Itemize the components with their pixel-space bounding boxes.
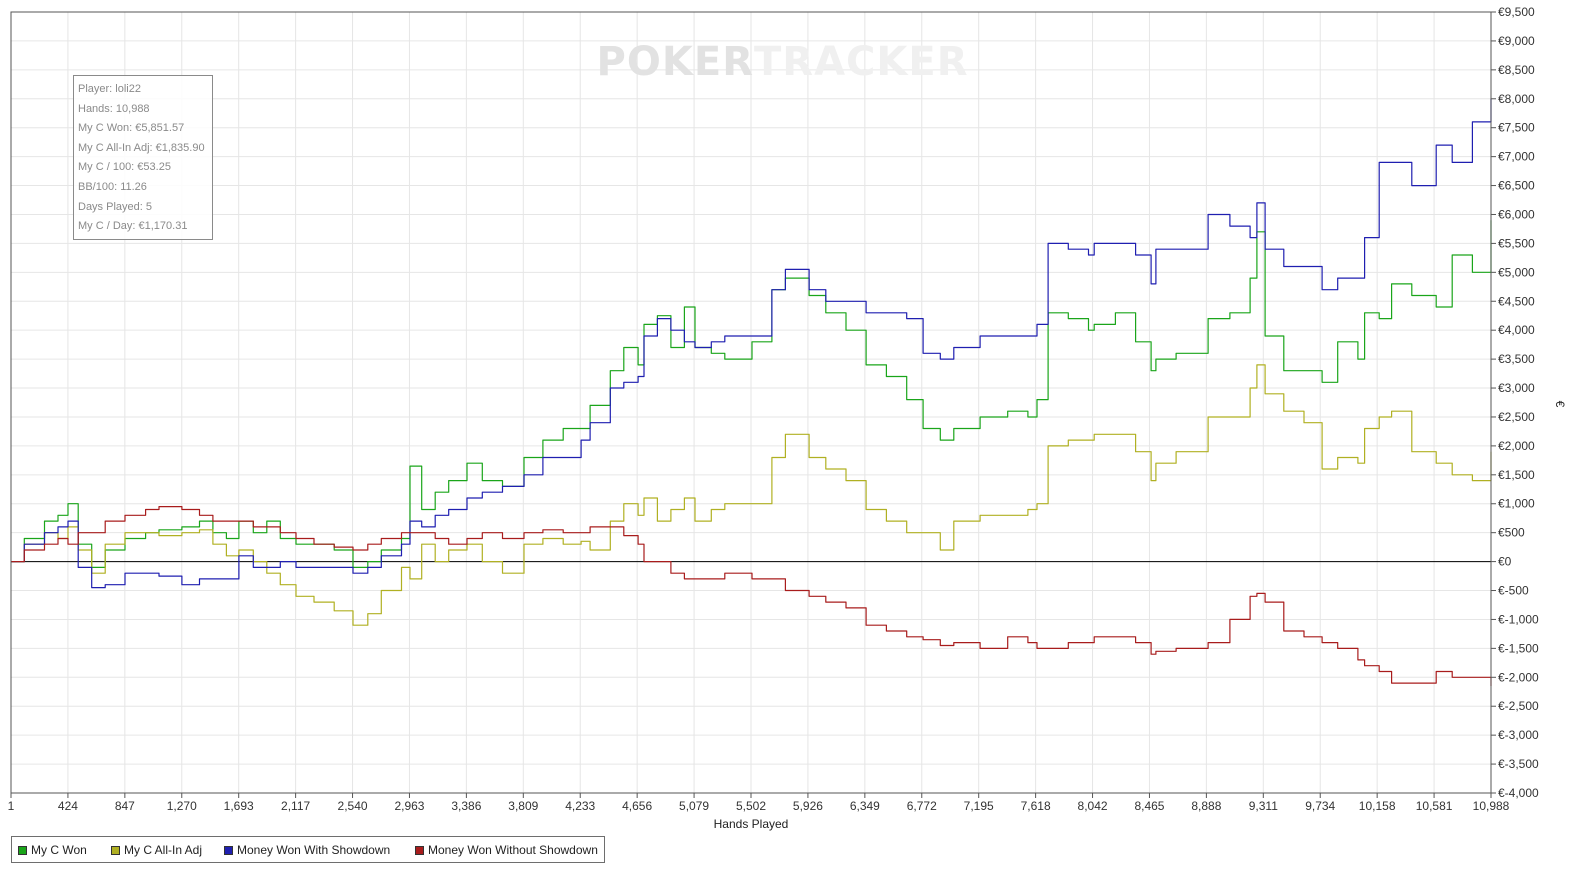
series-line-my-c-all-in-adj	[11, 364, 1492, 626]
stat-days-played: Days Played: 5	[78, 200, 152, 213]
y-tick-label: €1,000	[1498, 497, 1535, 511]
x-tick-label: 847	[115, 799, 135, 813]
y-tick-label: €-500	[1498, 584, 1529, 598]
y-tick-label: €0	[1498, 555, 1512, 569]
y-tick-label: €-3,000	[1498, 728, 1539, 742]
stat-my-c-per-day: My C / Day: €1,170.31	[78, 220, 188, 233]
y-tick-label: €5,500	[1498, 236, 1535, 250]
y-tick-label: €-2,500	[1498, 699, 1539, 713]
x-tick-label: 7,195	[964, 799, 994, 813]
legend-label: Money Won Without Showdown	[428, 843, 598, 857]
x-tick-label: 8,465	[1134, 799, 1164, 813]
x-tick-label: 1	[8, 799, 15, 813]
stat-player: Player: loli22	[78, 83, 141, 95]
watermark: POKER TRACKER	[597, 39, 969, 85]
legend-swatch-won-without-showdown	[415, 845, 424, 855]
x-tick-label: 4,233	[565, 799, 595, 813]
legend-item-my-c-allin-adj[interactable]: My C All-In Adj	[111, 843, 202, 857]
legend-swatch-won-with-showdown	[224, 845, 233, 855]
y-axis: €9,500 €9,000 €8,500 €8,000 €7,500 €7,000 €6,5…	[1491, 5, 1539, 800]
x-tick-label: 2,540	[338, 799, 368, 813]
stat-my-c-allin-adj: My C All-In Adj: €1,835.90	[78, 141, 205, 154]
x-tick-label: 8,888	[1191, 799, 1221, 813]
x-tick-label: 3,809	[508, 799, 538, 813]
stat-my-c-won: My C Won: €5,851.57	[78, 122, 185, 135]
series-line-money-won-without-showdown	[11, 506, 1492, 686]
x-tick-label: 1,270	[167, 799, 197, 813]
x-tick-label: 5,502	[736, 799, 766, 813]
y-tick-label: €9,500	[1498, 5, 1535, 19]
y-tick-label: €2,500	[1498, 410, 1535, 424]
x-tick-label: 5,926	[793, 799, 823, 813]
y-tick-label: €3,000	[1498, 381, 1535, 395]
y-tick-label: €-2,000	[1498, 670, 1539, 684]
series-line-money-won-with-showdown	[11, 98, 1492, 589]
x-tick-label: 4,656	[622, 799, 652, 813]
watermark-poker: POKER	[597, 39, 754, 85]
x-tick-label: 8,042	[1078, 799, 1108, 813]
x-tick-label: 1,693	[224, 799, 254, 813]
x-tick-label: 2,117	[281, 799, 310, 813]
y-tick-label: €6,500	[1498, 179, 1535, 193]
y-tick-label: €-3,500	[1498, 757, 1539, 771]
y-tick-label: €3,500	[1498, 352, 1535, 366]
watermark-tracker: TRACKER	[754, 39, 969, 85]
x-tick-label: 10,581	[1416, 799, 1453, 813]
y-tick-label: €6,000	[1498, 207, 1535, 221]
player-stats-box: Player: loli22 Hands: 10,988 My C Won: €…	[73, 75, 213, 240]
x-tick-label: 9,734	[1305, 799, 1335, 813]
legend-swatch-my-c-allin-adj	[111, 845, 120, 855]
y-tick-label: €-4,000	[1498, 786, 1539, 800]
y-tick-label: €8,500	[1498, 63, 1535, 77]
x-tick-label: 6,772	[907, 799, 937, 813]
y-tick-label: €4,000	[1498, 323, 1535, 337]
y-tick-label: €-1,500	[1498, 641, 1539, 655]
chart-legend: My C Won My C All-In Adj Money Won With …	[11, 836, 605, 863]
x-tick-label: 3,386	[451, 799, 481, 813]
y-tick-label: €2,000	[1498, 439, 1535, 453]
x-tick-label: 424	[58, 799, 78, 813]
y-axis-title: €	[1553, 401, 1567, 408]
x-axis-title: Hands Played	[714, 817, 789, 831]
stat-hands: Hands: 10,988	[78, 102, 150, 115]
stat-bb-per-100: BB/100: 11.26	[78, 180, 147, 193]
series-lines	[11, 98, 1492, 686]
legend-item-won-without-showdown[interactable]: Money Won Without Showdown	[415, 843, 598, 857]
x-tick-label: 7,618	[1021, 799, 1051, 813]
y-tick-label: €500	[1498, 526, 1525, 540]
x-tick-label: 6,349	[850, 799, 880, 813]
y-tick-label: €5,000	[1498, 265, 1535, 279]
legend-label: Money Won With Showdown	[237, 843, 391, 857]
legend-label: My C All-In Adj	[124, 843, 203, 857]
legend-item-my-c-won[interactable]: My C Won	[18, 843, 87, 857]
y-tick-label: €9,000	[1498, 34, 1535, 48]
x-tick-label: 5,079	[679, 799, 709, 813]
y-tick-label: €8,000	[1498, 92, 1535, 106]
y-tick-label: €7,500	[1498, 121, 1535, 135]
stat-my-c-per-100: My C / 100: €53.25	[78, 161, 171, 174]
x-tick-label: 9,311	[1249, 799, 1278, 813]
y-tick-label: €1,500	[1498, 468, 1535, 482]
x-tick-label: 2,963	[394, 799, 424, 813]
y-tick-label: €-1,000	[1498, 612, 1539, 626]
x-tick-label: 10,158	[1359, 799, 1396, 813]
legend-item-won-with-showdown[interactable]: Money Won With Showdown	[224, 843, 390, 857]
y-tick-label: €7,000	[1498, 150, 1535, 164]
legend-swatch-my-c-won	[18, 845, 27, 855]
x-tick-label: 10,988	[1473, 799, 1510, 813]
y-tick-label: €4,500	[1498, 294, 1535, 308]
x-axis: 1 424 847 1,270 1,693 2,117 2,540 2,963 3,386 3,8…	[8, 793, 1510, 813]
legend-label: My C Won	[31, 843, 87, 857]
